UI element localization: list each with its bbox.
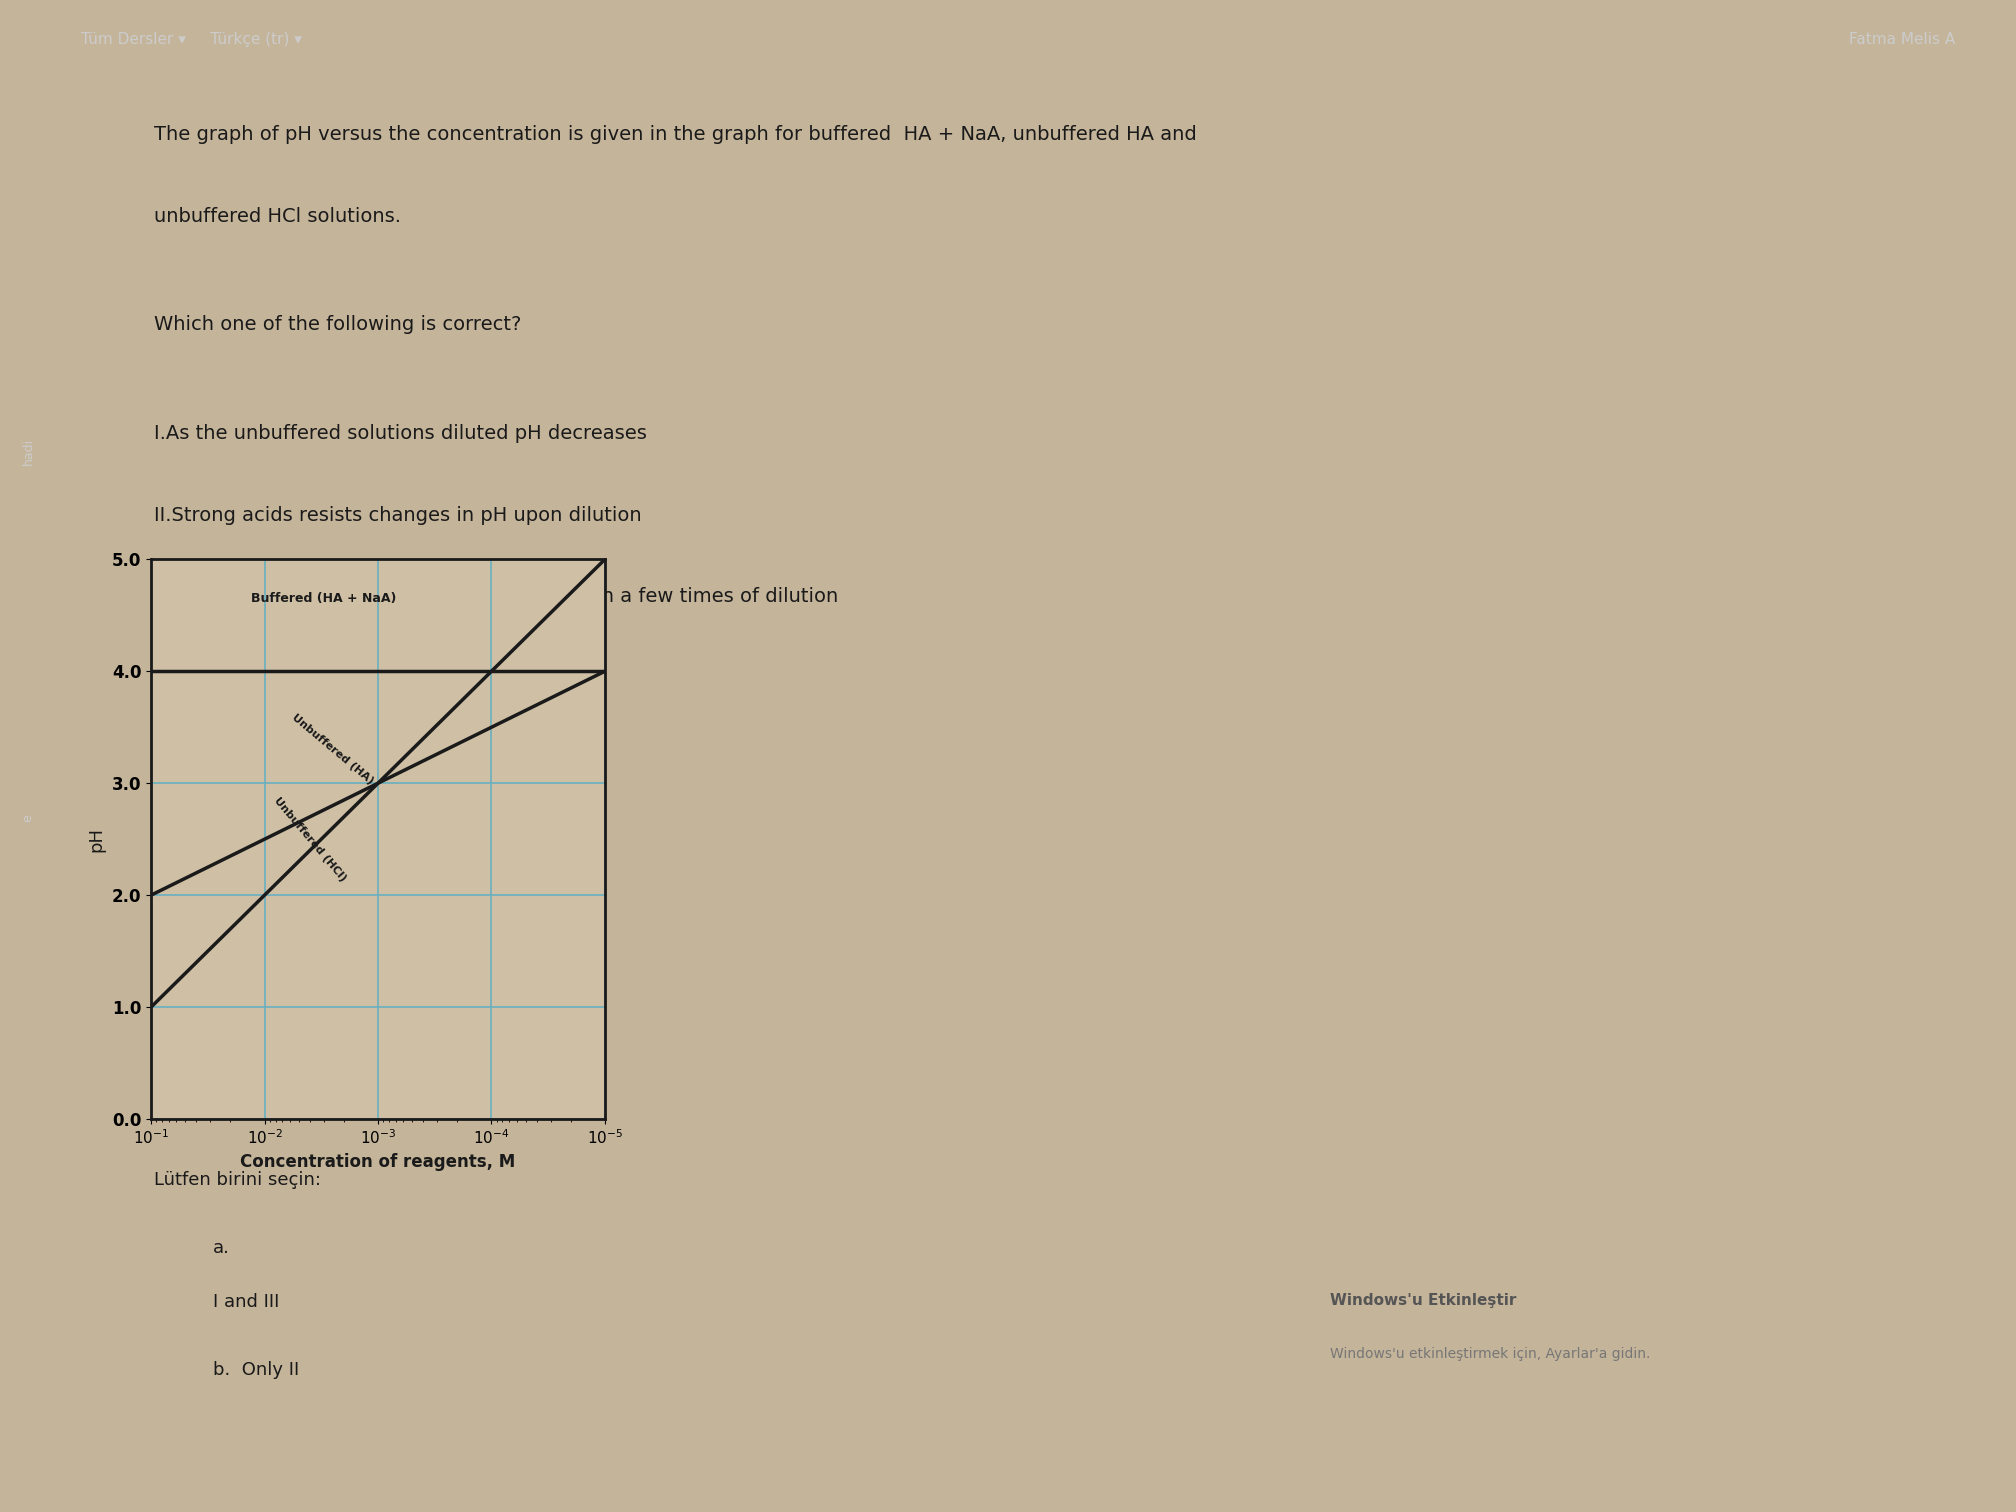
Text: Unbuffered (HCl): Unbuffered (HCl) (272, 795, 347, 883)
Y-axis label: pH: pH (87, 827, 105, 851)
Text: Fatma Melis A: Fatma Melis A (1849, 32, 1956, 47)
Text: b.  Only II: b. Only II (214, 1361, 300, 1379)
Text: Lütfen birini seçin:: Lütfen birini seçin: (155, 1170, 321, 1188)
Text: The graph of pH versus the concentration is given in the graph for buffered  HA : The graph of pH versus the concentration… (155, 125, 1198, 144)
Text: Windows'u Etkinleştir: Windows'u Etkinleştir (1331, 1293, 1516, 1308)
Text: III.Buffered solution resists changes in pH upon a few times of dilution: III.Buffered solution resists changes in… (155, 587, 839, 606)
Text: Buffered (HA + NaA): Buffered (HA + NaA) (252, 593, 397, 605)
Text: II.Strong acids resists changes in pH upon dilution: II.Strong acids resists changes in pH up… (155, 505, 641, 525)
Text: e: e (22, 813, 34, 821)
Text: a.: a. (214, 1238, 230, 1256)
Text: I and III: I and III (214, 1293, 280, 1311)
Text: unbuffered HCl solutions.: unbuffered HCl solutions. (155, 207, 401, 225)
Text: Unbuffered (HA): Unbuffered (HA) (290, 712, 375, 786)
Text: Which one of the following is correct?: Which one of the following is correct? (155, 316, 522, 334)
Text: I.As the unbuffered solutions diluted pH decreases: I.As the unbuffered solutions diluted pH… (155, 423, 647, 443)
Text: hadi: hadi (22, 437, 34, 464)
Text: Windows'u etkinleştirmek için, Ayarlar'a gidin.: Windows'u etkinleştirmek için, Ayarlar'a… (1331, 1347, 1651, 1361)
X-axis label: Concentration of reagents, M: Concentration of reagents, M (240, 1152, 516, 1170)
Text: Tüm Dersler ▾     Türkçe (tr) ▾: Tüm Dersler ▾ Türkçe (tr) ▾ (81, 32, 302, 47)
